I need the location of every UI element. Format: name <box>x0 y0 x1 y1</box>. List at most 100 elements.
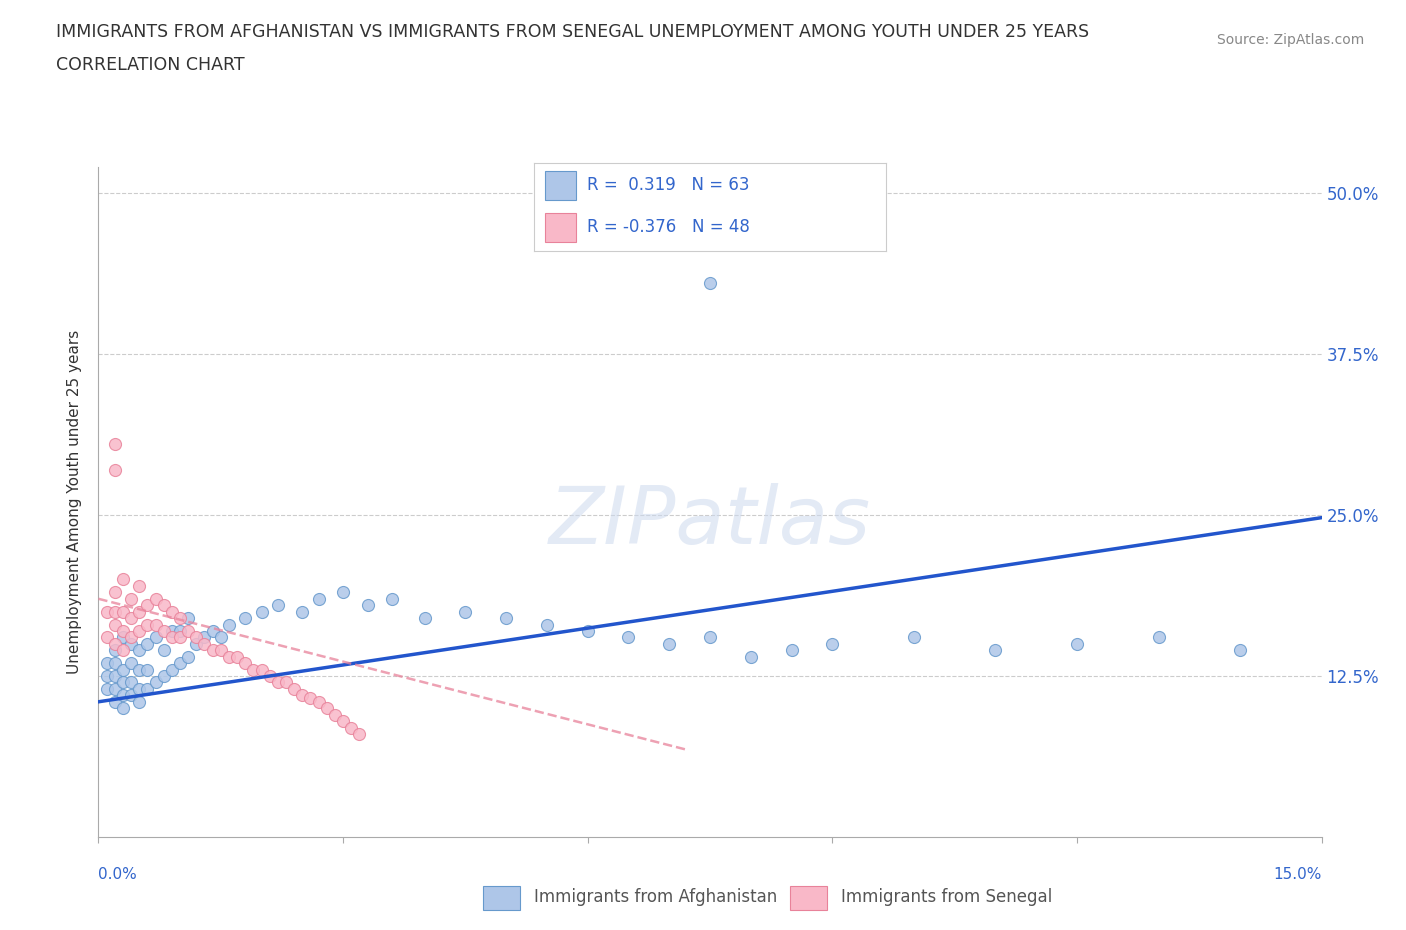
Point <box>128 695 150 710</box>
Point <box>111 662 134 677</box>
Point <box>111 701 134 716</box>
Point <box>381 591 404 606</box>
Point <box>160 662 183 677</box>
Point <box>96 669 118 684</box>
Point <box>104 618 127 632</box>
Point <box>658 636 681 651</box>
Point <box>903 630 925 644</box>
Point <box>104 682 127 697</box>
Point <box>152 643 174 658</box>
Point <box>169 656 191 671</box>
Point <box>495 611 517 626</box>
Point <box>120 591 142 606</box>
Point <box>104 636 127 651</box>
Point <box>120 611 142 626</box>
Y-axis label: Unemployment Among Youth under 25 years: Unemployment Among Youth under 25 years <box>67 330 83 674</box>
Point <box>218 618 240 632</box>
Point <box>250 662 273 677</box>
Point <box>160 604 183 619</box>
Point <box>233 656 256 671</box>
Point <box>332 585 354 600</box>
Point <box>1229 643 1251 658</box>
Point <box>780 643 803 658</box>
Point <box>104 656 127 671</box>
Point <box>128 578 150 593</box>
Point <box>128 682 150 697</box>
Point <box>209 643 232 658</box>
Point <box>740 649 762 664</box>
Point <box>218 649 240 664</box>
Point <box>96 604 118 619</box>
Point <box>145 675 167 690</box>
Point <box>201 643 224 658</box>
Text: Source: ZipAtlas.com: Source: ZipAtlas.com <box>1216 33 1364 46</box>
Point <box>576 623 599 638</box>
Point <box>193 636 215 651</box>
Point <box>120 656 142 671</box>
Point <box>699 630 721 644</box>
Point <box>152 598 174 613</box>
Text: IMMIGRANTS FROM AFGHANISTAN VS IMMIGRANTS FROM SENEGAL UNEMPLOYMENT AMONG YOUTH : IMMIGRANTS FROM AFGHANISTAN VS IMMIGRANT… <box>56 23 1090 41</box>
Point <box>283 682 305 697</box>
Point <box>128 604 150 619</box>
Point <box>169 623 191 638</box>
Point <box>323 707 346 722</box>
Point <box>233 611 256 626</box>
Point <box>145 591 167 606</box>
Point <box>308 695 330 710</box>
Point <box>308 591 330 606</box>
Point <box>128 662 150 677</box>
Point <box>104 669 127 684</box>
Point <box>267 598 290 613</box>
Point <box>250 604 273 619</box>
Point <box>242 662 264 677</box>
Point <box>186 630 208 644</box>
Bar <box>544 213 576 243</box>
Point <box>821 636 844 651</box>
Point <box>699 276 721 291</box>
Point <box>104 695 127 710</box>
Point <box>454 604 477 619</box>
Text: R = -0.376   N = 48: R = -0.376 N = 48 <box>588 219 749 236</box>
Point <box>136 598 159 613</box>
Point <box>177 623 200 638</box>
Point <box>315 701 337 716</box>
Point <box>128 643 150 658</box>
Point <box>104 604 127 619</box>
Point <box>111 675 134 690</box>
Point <box>111 623 134 638</box>
Text: CORRELATION CHART: CORRELATION CHART <box>56 56 245 73</box>
Text: 15.0%: 15.0% <box>1274 867 1322 883</box>
Point <box>291 604 314 619</box>
Point <box>120 675 142 690</box>
Point <box>356 598 378 613</box>
Point <box>152 669 174 684</box>
Point <box>96 682 118 697</box>
Text: 0.0%: 0.0% <box>98 867 138 883</box>
Bar <box>790 886 827 910</box>
Point <box>274 675 297 690</box>
Bar <box>544 171 576 200</box>
Point <box>136 618 159 632</box>
Point <box>136 662 159 677</box>
Point <box>160 630 183 644</box>
Text: R =  0.319   N = 63: R = 0.319 N = 63 <box>588 177 749 194</box>
Point <box>96 656 118 671</box>
Point <box>104 437 127 452</box>
Point <box>193 630 215 644</box>
Point <box>104 643 127 658</box>
Point <box>186 636 208 651</box>
Point <box>340 720 363 735</box>
Point <box>136 636 159 651</box>
Point <box>136 682 159 697</box>
Point <box>111 604 134 619</box>
Point <box>111 643 134 658</box>
Point <box>120 636 142 651</box>
Text: Immigrants from Afghanistan: Immigrants from Afghanistan <box>534 888 778 907</box>
Point <box>1066 636 1088 651</box>
Point <box>984 643 1007 658</box>
Point <box>267 675 290 690</box>
Point <box>152 623 174 638</box>
Point <box>111 572 134 587</box>
Point <box>169 630 191 644</box>
